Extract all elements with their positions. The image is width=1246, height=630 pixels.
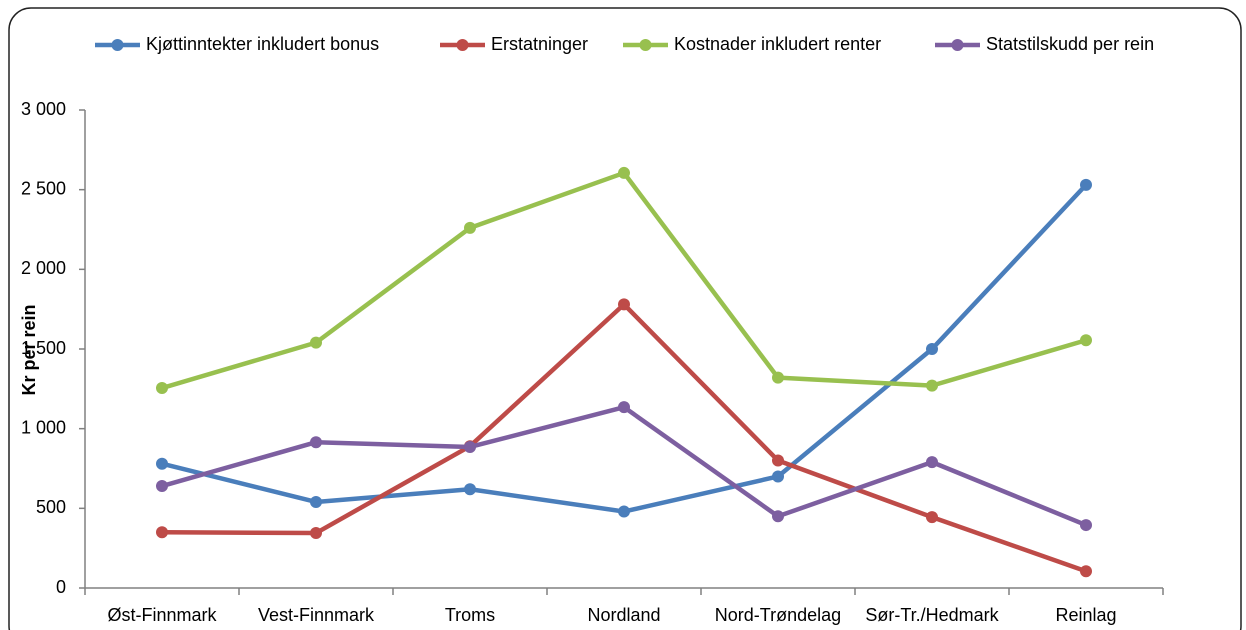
point xyxy=(926,511,938,524)
legend-marker xyxy=(951,39,964,51)
point xyxy=(156,480,168,493)
point xyxy=(310,336,322,349)
x-tick-label: Øst-Finnmark xyxy=(107,605,217,625)
point xyxy=(1080,178,1092,191)
point xyxy=(772,510,784,523)
y-tick-label: 500 xyxy=(36,497,66,517)
x-tick-label: Troms xyxy=(445,605,495,625)
point xyxy=(310,495,322,508)
y-tick-label: 0 xyxy=(56,577,66,597)
y-tick-label: 1 500 xyxy=(21,338,66,358)
point xyxy=(1080,519,1092,532)
point xyxy=(926,379,938,392)
point xyxy=(618,298,630,311)
point xyxy=(926,343,938,355)
x-tick-label: Nord-Trøndelag xyxy=(715,605,841,625)
y-tick-label: 3 000 xyxy=(21,99,66,119)
y-tick-label: 1 000 xyxy=(21,417,66,437)
point xyxy=(618,401,630,414)
x-tick-label: Reinlag xyxy=(1055,605,1116,625)
point xyxy=(772,371,784,384)
x-tick-label: Sør-Tr./Hedmark xyxy=(865,605,999,625)
point xyxy=(772,470,784,483)
point xyxy=(156,457,168,470)
point xyxy=(464,483,476,496)
y-tick-label: 2 500 xyxy=(21,178,66,198)
y-axis-label: Kr per rein xyxy=(19,304,39,395)
legend-marker xyxy=(111,39,124,51)
point xyxy=(464,221,476,234)
point xyxy=(618,166,630,179)
legend-label: Kostnader inkludert renter xyxy=(674,34,881,54)
point xyxy=(156,526,168,539)
legend-label: Erstatninger xyxy=(491,34,588,54)
legend-label: Statstilskudd per rein xyxy=(986,34,1154,54)
point xyxy=(310,436,322,449)
point xyxy=(772,454,784,467)
point xyxy=(618,505,630,518)
legend-marker xyxy=(456,39,469,51)
point xyxy=(156,382,168,395)
legend-label: Kjøttinntekter inkludert bonus xyxy=(146,34,379,54)
x-tick-label: Nordland xyxy=(587,605,660,625)
y-tick-label: 2 000 xyxy=(21,258,66,278)
point xyxy=(310,527,322,540)
point xyxy=(1080,565,1092,578)
chart-frame xyxy=(8,7,1242,630)
point xyxy=(1080,334,1092,347)
x-tick-label: Vest-Finnmark xyxy=(258,605,375,625)
point xyxy=(926,456,938,469)
legend-marker xyxy=(639,39,652,51)
point xyxy=(464,440,476,453)
